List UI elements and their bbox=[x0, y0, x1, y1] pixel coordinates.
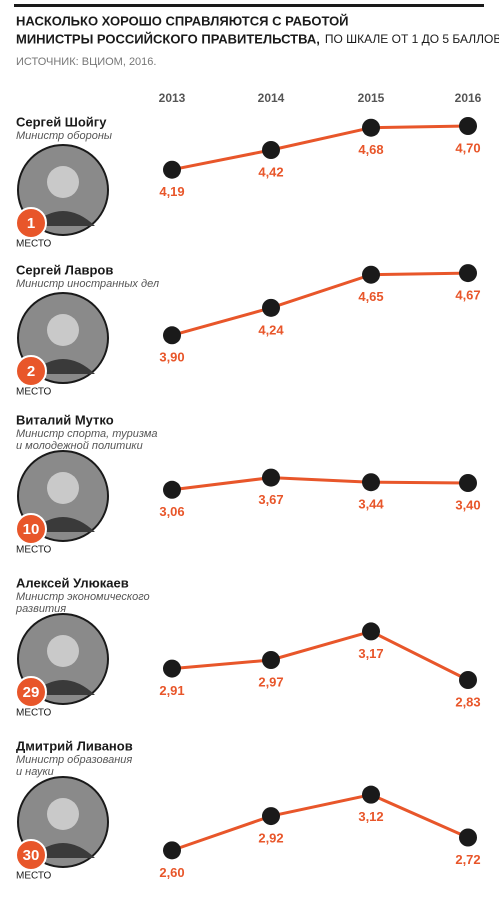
person-role: Министр экономического bbox=[16, 591, 150, 603]
point bbox=[459, 264, 477, 283]
point bbox=[163, 841, 181, 860]
value-label: 4,68 bbox=[358, 142, 383, 157]
person-role: Министр образования bbox=[16, 754, 132, 766]
rank-badge bbox=[15, 207, 47, 239]
value-label: 4,24 bbox=[258, 322, 284, 337]
rank: 30 bbox=[23, 847, 40, 864]
photo-face bbox=[47, 472, 79, 504]
photo-face bbox=[47, 798, 79, 830]
value-label: 3,40 bbox=[455, 497, 480, 512]
value-label: 3,67 bbox=[258, 492, 283, 507]
point bbox=[262, 651, 280, 669]
value-label: 4,65 bbox=[358, 289, 383, 304]
x-tick-label: 2013 bbox=[159, 91, 186, 105]
series-line bbox=[171, 793, 469, 852]
rank: 29 bbox=[23, 684, 40, 701]
series-line bbox=[171, 629, 469, 682]
rank-badge bbox=[15, 355, 47, 387]
rank-label: МЕСТО bbox=[16, 708, 52, 719]
value-label: 3,12 bbox=[358, 809, 383, 824]
x-tick-label: 2016 bbox=[455, 91, 482, 105]
photo-body bbox=[31, 680, 95, 695]
value-label: 3,17 bbox=[358, 646, 383, 661]
value-label: 4,19 bbox=[159, 184, 184, 199]
point bbox=[362, 265, 380, 284]
point bbox=[163, 326, 181, 345]
point bbox=[362, 785, 380, 804]
rank: 10 bbox=[23, 521, 40, 538]
series-line bbox=[171, 271, 469, 337]
rank-label: МЕСТО bbox=[16, 387, 52, 398]
photo-body bbox=[31, 211, 95, 226]
title-line: НАСКОЛЬКО ХОРОШО СПРАВЛЯЮТСЯ С РАБОТОЙ bbox=[16, 13, 349, 28]
point bbox=[262, 141, 280, 159]
person-name: Сергей Лавров bbox=[16, 262, 113, 277]
point bbox=[163, 480, 181, 499]
value-label: 4,70 bbox=[455, 140, 480, 155]
point bbox=[163, 659, 181, 678]
person-role: развития bbox=[15, 603, 66, 615]
point bbox=[459, 474, 477, 492]
person-name: Алексей Улюкаев bbox=[16, 575, 129, 590]
value-label: 3,90 bbox=[159, 350, 184, 365]
point bbox=[262, 807, 280, 826]
person-name: Виталий Мутко bbox=[16, 412, 114, 427]
photo-body bbox=[31, 843, 95, 858]
value-label: 3,06 bbox=[159, 504, 184, 519]
rank-badge bbox=[15, 676, 47, 708]
point bbox=[362, 118, 380, 137]
photo-face bbox=[47, 314, 79, 346]
value-label: 2,91 bbox=[159, 683, 184, 698]
point bbox=[459, 828, 477, 847]
value-label: 2,92 bbox=[258, 831, 283, 846]
value-label: 2,97 bbox=[258, 674, 283, 689]
point bbox=[262, 298, 280, 317]
x-tick-label: 2015 bbox=[358, 91, 385, 105]
top-rule bbox=[14, 4, 484, 7]
point bbox=[262, 468, 280, 487]
person-role: и молодежной политики bbox=[16, 440, 143, 452]
rank: 2 bbox=[27, 363, 35, 380]
x-tick-label: 2014 bbox=[258, 91, 285, 105]
point bbox=[459, 671, 477, 689]
person-role: и науки bbox=[16, 766, 54, 778]
subtitle: ПО ШКАЛЕ ОТ 1 ДО 5 БАЛЛОВ bbox=[325, 32, 499, 46]
source: ИСТОЧНИК: ВЦИОМ, 2016. bbox=[16, 56, 156, 68]
photo-face bbox=[47, 166, 79, 198]
value-label: 2,72 bbox=[455, 852, 480, 867]
rank-label: МЕСТО bbox=[16, 545, 52, 556]
photo-body bbox=[31, 517, 95, 532]
person-name: Дмитрий Ливанов bbox=[16, 738, 133, 753]
value-label: 4,42 bbox=[258, 164, 283, 179]
series-line bbox=[171, 124, 469, 172]
point bbox=[163, 160, 181, 179]
series-line bbox=[171, 476, 469, 492]
person-role: Министр обороны bbox=[16, 130, 112, 142]
photo-face bbox=[47, 635, 79, 667]
rank-label: МЕСТО bbox=[16, 871, 52, 882]
value-label: 4,67 bbox=[455, 288, 480, 303]
person-name: Сергей Шойгу bbox=[16, 114, 107, 129]
point bbox=[459, 117, 477, 135]
rank: 1 bbox=[27, 215, 35, 232]
point bbox=[362, 622, 380, 641]
title-line: МИНИСТРЫ РОССИЙСКОГО ПРАВИТЕЛЬСТВА, bbox=[16, 31, 320, 46]
rank-label: МЕСТО bbox=[16, 239, 52, 250]
rank-badge bbox=[15, 839, 47, 871]
rank-badge bbox=[15, 513, 47, 545]
person-role: Министр спорта, туризма bbox=[16, 428, 158, 440]
point bbox=[362, 473, 380, 492]
value-label: 3,44 bbox=[358, 497, 384, 512]
photo-body bbox=[31, 359, 95, 374]
value-label: 2,60 bbox=[159, 865, 184, 880]
value-label: 2,83 bbox=[455, 694, 480, 709]
person-role: Министр иностранных дел bbox=[16, 278, 159, 290]
